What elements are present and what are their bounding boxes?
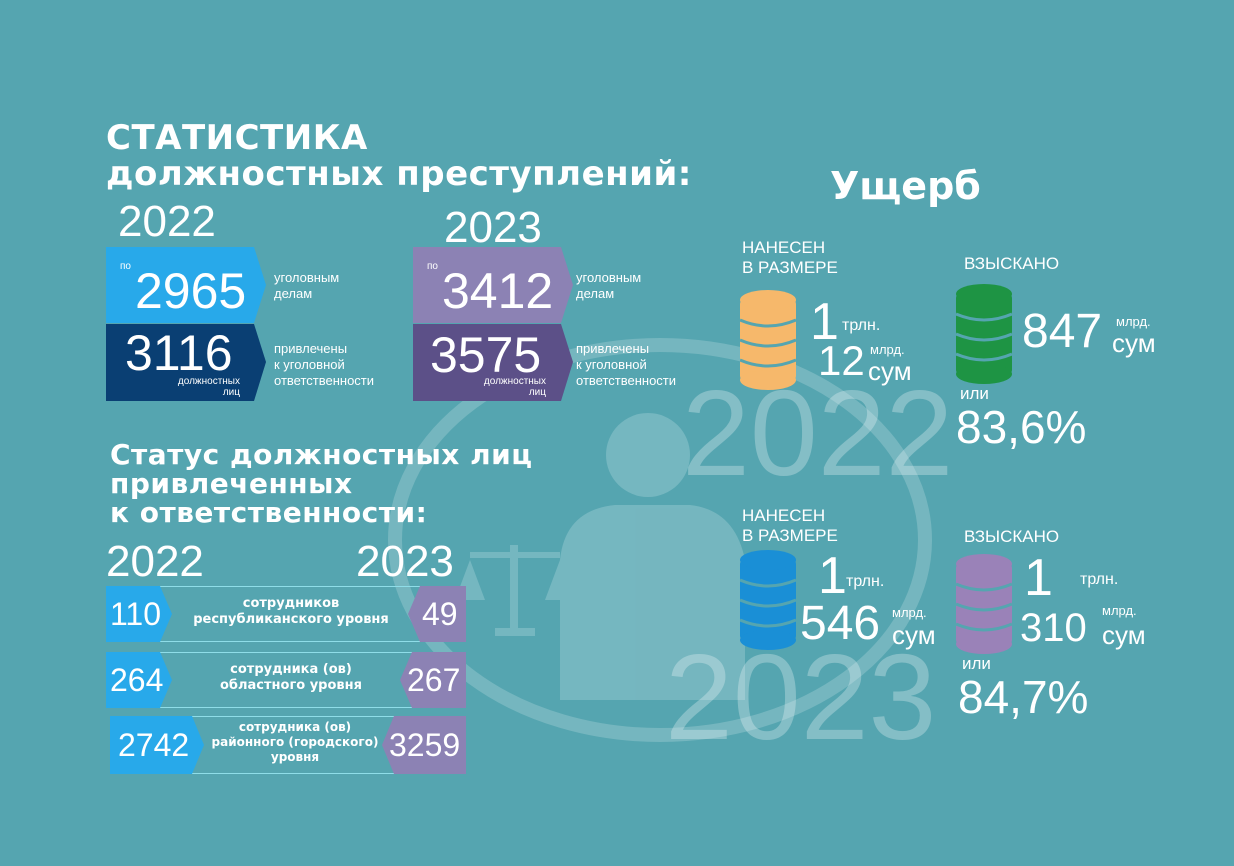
coin-stack-icon: [956, 554, 1012, 654]
status-row-2-left-box: [106, 652, 172, 708]
page-title-line1: СТАТИСТИКА: [106, 118, 368, 158]
damage-2023-recovered-trln-unit: трлн.: [1080, 571, 1119, 588]
status-year-2023: 2023: [356, 537, 454, 586]
damage-2023-caused-trln: 1: [818, 547, 847, 605]
stats-2023-cases: 3412: [442, 263, 554, 319]
stats-2023-persons-desc: привлечены к уголовной ответственности: [576, 341, 677, 388]
status-row-1-label: сотрудников республиканского уровня: [193, 596, 389, 627]
coin-stack-icon: [740, 550, 796, 650]
damage-2022-recovered-sum-unit: сум: [1112, 328, 1156, 358]
stats-2023-cases-desc: уголовным делам: [576, 270, 642, 301]
damage-2022-caused-trln: 1: [810, 293, 839, 351]
stats-2022-persons-box: [106, 324, 266, 401]
status-row-3-label: сотрудника (ов) районного (городского) у…: [211, 720, 379, 764]
damage-2022-or-label: или: [960, 384, 989, 403]
damage-2022-caused-label: НАНЕСЕН В РАЗМЕРЕ: [742, 238, 838, 277]
stats-2022-persons-desc: привлечены к уголовной ответственности: [274, 341, 375, 388]
damage-2023-or-label: или: [962, 654, 991, 673]
damage-2023-recovered-sum-unit: сум: [1102, 620, 1146, 650]
stats-2022-prefix: по: [120, 261, 131, 272]
damage-2022-percent: 83,6%: [956, 401, 1087, 453]
stats-2023-persons: 3575: [430, 327, 542, 383]
damage-2022-sum-unit: сум: [868, 356, 912, 386]
stats-2022-cases-box: [106, 247, 266, 323]
damage-2022-recovered-label: ВЗЫСКАНО: [964, 254, 1060, 273]
bg-year-2022: 2022: [682, 365, 954, 501]
coin-stack-icon: [956, 284, 1012, 384]
damage-2022-recovered-mlrd: 847: [1022, 305, 1103, 358]
damage-2023-sum-unit: сум: [892, 620, 936, 650]
status-row-3-right: 3259: [389, 727, 461, 763]
stats-year-2023: 2023: [444, 203, 542, 252]
status-row-2-right-box: [400, 652, 466, 708]
damage-2023-recovered-mlrd: 310: [1020, 606, 1087, 650]
page-title-line2: должностных преступлений:: [106, 154, 692, 194]
bg-year-2023: 2023: [665, 629, 937, 765]
damage-2022-mlrd-unit: млрд.: [870, 342, 905, 357]
damage-2023-recovered-label: ВЗЫСКАНО: [964, 527, 1060, 546]
stats-2023-cases-box: [413, 247, 573, 323]
stats-2023-persons-box: [413, 324, 573, 401]
damage-2023-recovered-trln: 1: [1024, 549, 1053, 607]
damage-2023-caused-label: НАНЕСЕН В РАЗМЕРЕ: [742, 506, 838, 545]
status-row-3-left: 2742: [118, 727, 190, 763]
damage-2023-trln-unit: трлн.: [846, 573, 885, 590]
damage-2023-recovered-mlrd-unit: млрд.: [1102, 603, 1137, 618]
stats-2022-persons: 3116: [125, 325, 233, 381]
status-row-1-left: 110: [110, 596, 162, 632]
status-title: Статус должностных лиц привлеченных к от…: [110, 438, 533, 529]
page-title: СТАТИСТИКА должностных преступлений:: [106, 120, 692, 192]
status-row-2-right: 267: [407, 662, 461, 698]
status-row-3-right-box: [382, 716, 466, 774]
stats-year-2022: 2022: [118, 197, 216, 246]
damage-2022-caused-mlrd: 12: [818, 337, 865, 384]
status-row-1-right: 49: [422, 596, 458, 632]
damage-2023-caused-mlrd: 546: [800, 597, 881, 650]
stats-2023-prefix: по: [427, 261, 438, 272]
damage-title: Ущерб: [830, 164, 981, 208]
status-row-2-left: 264: [110, 662, 164, 698]
stats-2022-persons-small: должностных лиц: [177, 376, 240, 398]
damage-2022-trln-unit: трлн.: [842, 317, 881, 334]
damage-2023-mlrd-unit: млрд.: [892, 605, 927, 620]
stats-2022-cases: 2965: [135, 263, 247, 319]
stats-2022-cases-desc: уголовным делам: [274, 270, 340, 301]
status-row-2-label: сотрудника (ов) областного уровня: [220, 662, 362, 693]
stats-2023-persons-small: должностных лиц: [483, 376, 546, 398]
status-row-1-left-box: [106, 586, 172, 642]
damage-2022-recovered-mlrd-unit: млрд.: [1116, 314, 1151, 329]
coin-stack-icon: [740, 290, 796, 390]
damage-2023-percent: 84,7%: [958, 671, 1089, 723]
status-row-1-right-box: [408, 586, 466, 642]
status-row-3-left-box: [110, 716, 204, 774]
status-year-2022: 2022: [106, 537, 204, 586]
